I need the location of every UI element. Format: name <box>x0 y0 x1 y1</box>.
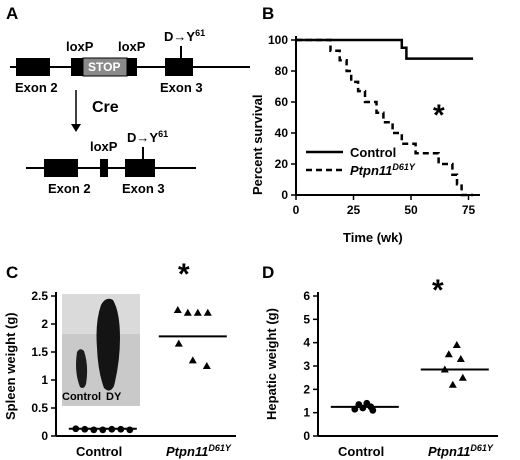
panel-c-ytick-label: 0 <box>41 429 48 443</box>
panel-d-ytick-label: 6 <box>303 289 310 303</box>
panel-d-ytick-label: 4 <box>303 336 310 350</box>
panel-d-significance-star: * <box>432 274 444 307</box>
panel-d-point-ptpn11 <box>452 341 461 348</box>
panel-b-xlabel: Time (wk) <box>343 230 403 245</box>
panel-c-point-control <box>126 426 134 434</box>
construct-top-exon3-label: Exon 3 <box>160 80 203 95</box>
panel-d-ytick-label: 2 <box>303 382 310 396</box>
construct-top-loxp-right-label: loxP <box>118 39 146 54</box>
panel-d: D Hepatic weight (g) 0 1 2 3 4 5 6 Control Ptp… <box>262 263 498 459</box>
panel-c-point-control <box>99 426 107 434</box>
panel-c-category-control: Control <box>76 444 122 459</box>
panel-a: A Exon 2 loxP STOP loxP Exon 3 D→Y61 Cre… <box>6 4 250 196</box>
panel-c-ylabel: Spleen weight (g) <box>3 312 18 420</box>
panel-b-xtick-label: 50 <box>404 203 418 217</box>
panel-d-category-control: Control <box>338 444 384 459</box>
panel-d-plot: 0 1 2 3 4 5 6 <box>303 289 498 443</box>
panel-c-point-ptpn11 <box>193 308 202 316</box>
cre-arrow-head <box>71 124 81 132</box>
construct-top-exon2-label: Exon 2 <box>15 80 58 95</box>
panel-d-ytick-label: 5 <box>303 312 310 326</box>
construct-bottom-exon2-label: Exon 2 <box>48 181 91 196</box>
panel-d-point-control <box>369 406 377 414</box>
panel-b-significance-star: * <box>433 99 445 132</box>
panel-b-letter: B <box>262 4 274 23</box>
construct-top-exon3-box <box>165 58 193 76</box>
survival-line-control <box>296 38 474 60</box>
panel-c-point-ptpn11 <box>188 356 197 364</box>
panel-c-category-ptpn11: Ptpn11D61Y <box>166 443 232 459</box>
panel-b-xtick-label: 0 <box>293 203 300 217</box>
panel-d-ytick-label: 1 <box>303 406 310 420</box>
panel-b-ytick-label: 0 <box>281 188 288 202</box>
panel-c-point-ptpn11 <box>174 339 183 347</box>
construct-bottom-loxp-label: loxP <box>90 139 118 154</box>
construct-bottom-exon2-box <box>44 159 78 177</box>
spleen-photo-dy-label: DY <box>106 391 122 403</box>
panel-b-ytick-label: 60 <box>275 95 289 109</box>
construct-stop-label: STOP <box>88 60 120 74</box>
panel-c-point-ptpn11 <box>173 306 182 313</box>
panel-d-letter: D <box>262 263 274 282</box>
panel-b-xtick-label: 25 <box>347 203 361 217</box>
panel-c-ytick-label: 1 <box>41 373 48 387</box>
panel-c-ytick-label: 1.5 <box>31 345 48 359</box>
construct-top-loxp-left-box <box>71 58 83 76</box>
panel-c-point-ptpn11 <box>183 308 192 316</box>
panel-c-letter: C <box>6 263 18 282</box>
panel-c-ytick-label: 2.5 <box>31 289 48 303</box>
panel-b-ytick-label: 40 <box>275 126 289 140</box>
panel-d-ylabel: Hepatic weight (g) <box>264 308 279 420</box>
panel-c-point-ptpn11 <box>202 362 211 369</box>
panel-d-ytick-label: 0 <box>303 429 310 443</box>
panel-b-ytick-label: 20 <box>275 157 289 171</box>
legend-ptpn11-label: Ptpn11D61Y <box>350 162 416 178</box>
construct-top-exon2-box <box>16 58 50 76</box>
panel-c-point-control <box>90 426 98 434</box>
panel-d-point-ptpn11 <box>456 355 465 362</box>
panel-a-letter: A <box>6 4 18 23</box>
panel-c-ytick-label: 0.5 <box>31 401 48 415</box>
panel-b-ytick-label: 80 <box>275 64 289 78</box>
construct-bottom-loxp-box <box>100 159 108 177</box>
panel-c-ytick-label: 2 <box>41 317 48 331</box>
panel-b: B Percent survival 0 20 40 60 80 100 0 25 50 75 T… <box>250 4 480 245</box>
cre-label: Cre <box>92 99 119 116</box>
construct-bottom-exon3-box <box>125 159 155 177</box>
panel-c-point-ptpn11 <box>203 308 212 316</box>
panel-c-significance-star: * <box>178 258 190 291</box>
construct-top-loxp-left-label: loxP <box>66 39 94 54</box>
panel-d-ytick-label: 3 <box>303 359 310 373</box>
spleen-control-sample <box>76 349 88 388</box>
panel-d-point-ptpn11 <box>448 380 457 388</box>
panel-d-point-ptpn11 <box>458 373 467 381</box>
spleen-dy-sample <box>96 298 120 391</box>
construct-top-loxp-right-box <box>127 58 137 76</box>
spleen-photo: Control DY <box>62 294 140 406</box>
panel-d-point-control <box>359 404 367 412</box>
construct-bottom-exon3-label: Exon 3 <box>122 181 165 196</box>
panel-c-plot: 0 0.5 1 1.5 2 2.5 <box>31 289 236 443</box>
panel-d-point-ptpn11 <box>444 350 453 358</box>
spleen-photo-control-label: Control <box>62 391 101 403</box>
construct-bottom-mutation-label: D→Y61 <box>127 129 168 145</box>
panel-c: C Spleen weight (g) 0 0.5 1 1.5 2 2.5 Control… <box>3 258 236 459</box>
survival-line-ptpn11 <box>296 38 474 197</box>
panel-b-xtick-label: 75 <box>462 203 476 217</box>
panel-b-ytick-label: 100 <box>268 33 288 47</box>
panel-d-category-ptpn11: Ptpn11D61Y <box>428 443 494 459</box>
panel-b-plot: 0 20 40 60 80 100 0 25 50 75 <box>268 33 480 217</box>
construct-top-mutation-label: D→Y61 <box>164 28 205 44</box>
panel-b-ylabel: Percent survival <box>250 95 265 195</box>
legend-control-label: Control <box>350 145 396 160</box>
